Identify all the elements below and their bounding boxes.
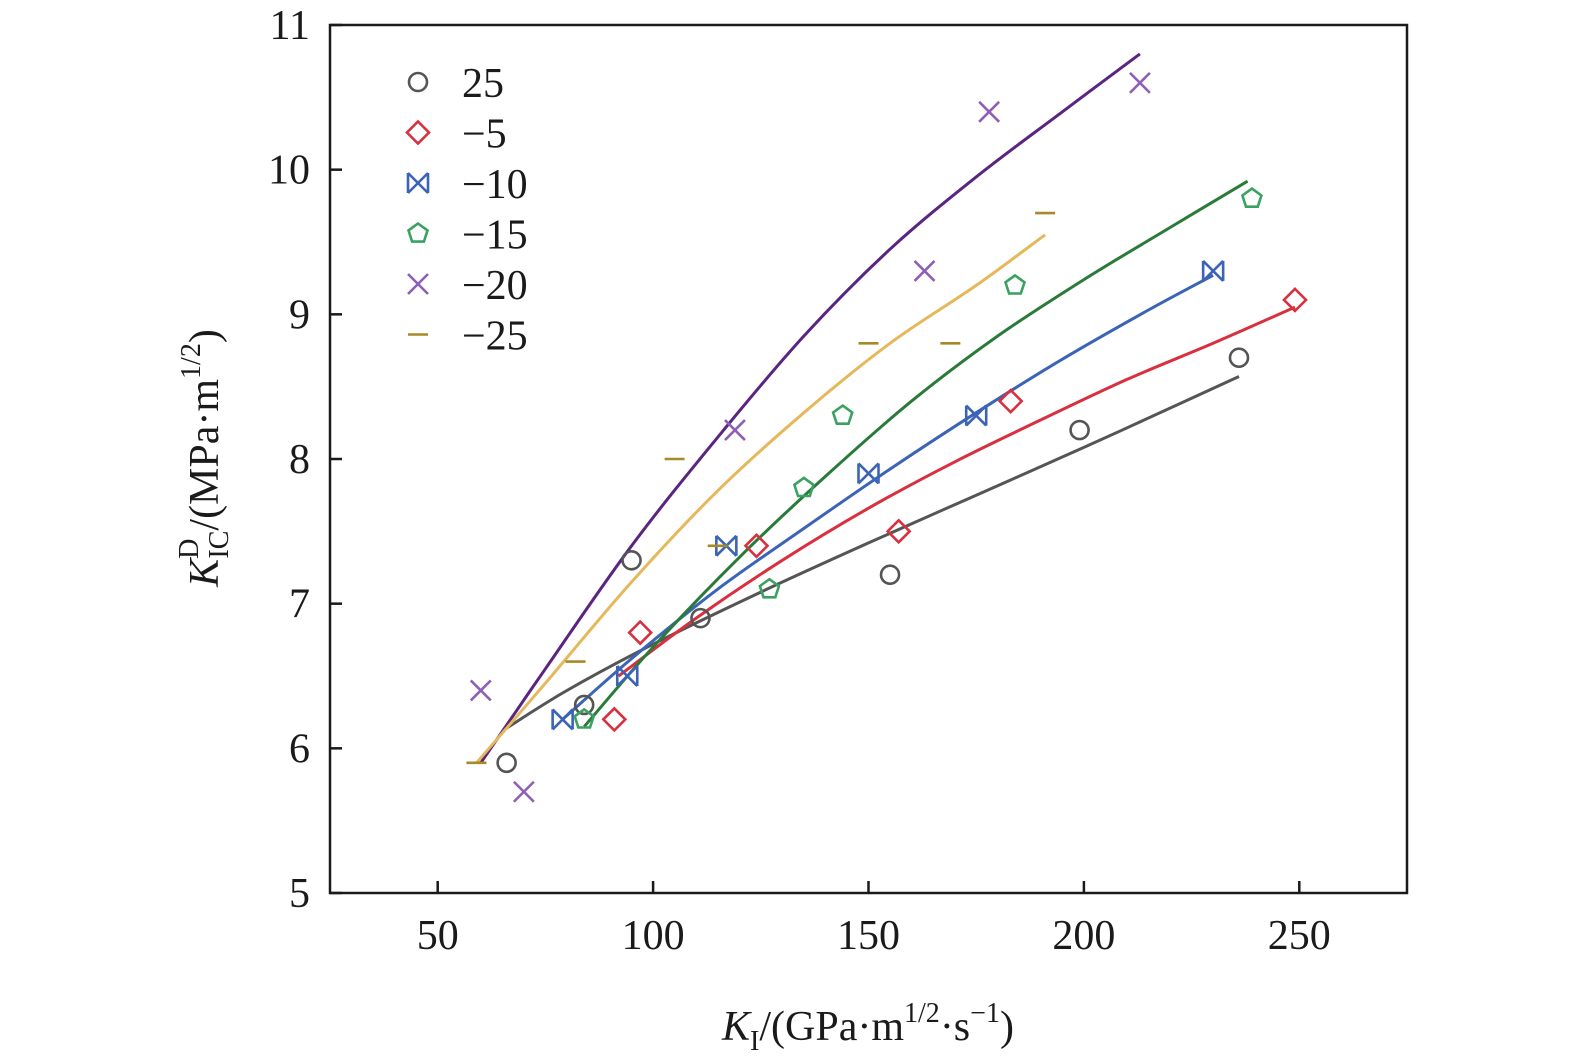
data-point-series-3: [1003, 273, 1027, 295]
legend-label: −25: [462, 314, 528, 360]
fit-line-series-0: [505, 375, 1240, 730]
legend-label: −5: [462, 112, 507, 158]
y-tick-label: 11: [270, 3, 310, 49]
y-tick-label: 7: [289, 582, 310, 628]
legend-marker: [406, 221, 430, 243]
data-point-series-0: [621, 549, 642, 571]
data-point-series-1: [1282, 287, 1308, 313]
data-point-series-3: [831, 403, 854, 426]
y-axis-title: KDIC/(MPa·m1/2): [174, 329, 235, 588]
x-axis-ticks: 50 100 150 200 250: [417, 881, 1331, 959]
legend: 25 −5−10 −15−20 −25: [405, 61, 528, 360]
legend-marker: [406, 172, 430, 194]
data-point-series-0: [879, 564, 901, 586]
data-point-series-4: [724, 419, 746, 441]
data-point-series-2: [1201, 260, 1225, 282]
data-point-series-4: [469, 679, 492, 702]
data-point-series-2: [551, 708, 574, 731]
data-point-series-0: [1228, 347, 1250, 369]
fit-line-series-2: [561, 273, 1214, 721]
data-point-series-3: [573, 707, 596, 729]
data-point-series-1: [627, 619, 654, 646]
data-point-series-1: [743, 532, 770, 559]
fit-line-series-4: [479, 52, 1141, 764]
data-point-series-0: [690, 607, 711, 629]
data-markers: [466, 71, 1308, 803]
x-axis-title: KI/(GPa·m1/2·s−1): [721, 998, 1014, 1057]
x-tick-label: 100: [622, 913, 685, 959]
data-point-series-2: [964, 404, 988, 427]
y-tick-label: 6: [289, 726, 310, 772]
data-point-series-3: [758, 577, 781, 599]
legend-marker: [407, 71, 429, 93]
legend-label: −20: [462, 263, 528, 309]
x-tick-label: 200: [1052, 913, 1115, 959]
y-tick-label: 10: [268, 148, 310, 194]
data-point-series-1: [885, 518, 912, 545]
legend-marker: [405, 119, 431, 146]
y-tick-label: 9: [289, 292, 310, 338]
x-tick-label: 150: [837, 913, 900, 959]
data-point-series-0: [573, 694, 595, 716]
data-point-series-1: [997, 388, 1024, 414]
legend-label: 25: [462, 61, 504, 107]
fit-lines: [475, 52, 1296, 764]
data-point-series-4: [978, 100, 1001, 123]
x-tick-label: 50: [417, 913, 459, 959]
data-point-series-3: [792, 476, 815, 498]
data-point-series-1: [601, 706, 628, 733]
fit-line-series-1: [617, 305, 1296, 678]
data-point-series-0: [496, 752, 517, 774]
data-point-series-3: [1240, 186, 1263, 208]
fit-line-series-5: [475, 233, 1046, 764]
fit-line-series-3: [583, 179, 1249, 728]
y-tick-label: 5: [289, 871, 310, 917]
legend-marker: [407, 273, 429, 295]
legend-label: −15: [462, 213, 528, 259]
y-axis-ticks: 5 6 7 8 9 10 11: [268, 3, 342, 917]
data-point-series-0: [1069, 419, 1090, 441]
y-tick-label: 8: [289, 437, 310, 483]
data-point-series-2: [615, 665, 639, 687]
legend-label: −10: [462, 162, 528, 208]
x-tick-label: 250: [1268, 913, 1331, 959]
data-point-series-4: [1128, 71, 1151, 94]
data-point-series-4: [913, 260, 936, 282]
data-point-series-4: [512, 780, 535, 803]
data-point-series-2: [857, 462, 880, 485]
